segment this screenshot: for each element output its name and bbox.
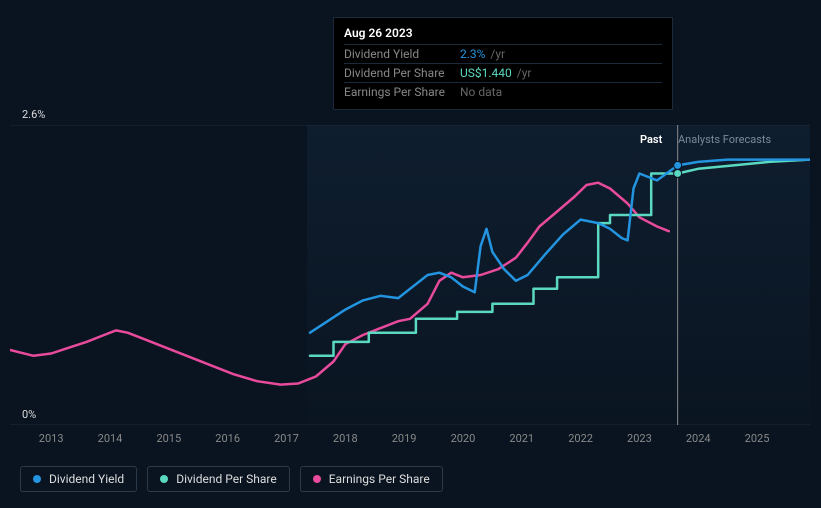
tooltip-row: Dividend Yield 2.3% /yr [344,44,662,63]
x-axis-tick: 2023 [627,432,652,445]
series-marker [674,169,682,177]
tooltip-row-value: 2.3% [460,47,485,61]
x-axis-tick: 2017 [274,432,299,445]
y-axis-max-label: 2.6% [22,108,45,121]
legend-item[interactable]: Earnings Per Share [300,466,443,492]
legend-label: Earnings Per Share [329,472,430,486]
chart-legend: Dividend Yield Dividend Per Share Earnings… [20,466,443,492]
tooltip-row-label: Dividend Per Share [344,66,454,80]
series-marker [674,161,682,169]
x-axis-tick: 2022 [568,432,593,445]
legend-label: Dividend Per Share [176,472,277,486]
tooltip-row-value: US$1.440 [460,66,512,80]
x-axis: 2013 2014 2015 2016 2017 2018 2019 2020 2021 2022… [10,432,810,452]
range-toggle-past[interactable]: Past [640,133,662,146]
tooltip-row-value: No data [460,85,502,99]
legend-item[interactable]: Dividend Per Share [147,466,290,492]
legend-swatch [33,475,41,483]
tooltip-row: Dividend Per Share US$1.440 /yr [344,63,662,82]
x-axis-tick: 2018 [333,432,358,445]
x-axis-tick: 2013 [39,432,64,445]
legend-swatch [160,475,168,483]
x-axis-tick: 2014 [98,432,123,445]
tooltip-row-label: Earnings Per Share [344,85,454,99]
x-axis-tick: 2019 [392,432,417,445]
x-axis-tick: 2020 [451,432,476,445]
tooltip-date: Aug 26 2023 [344,26,662,40]
x-axis-tick: 2021 [509,432,534,445]
x-axis-tick: 2016 [215,432,240,445]
tooltip-row-label: Dividend Yield [344,47,454,61]
chart-plot-area[interactable] [10,125,810,425]
tooltip-row-unit: /yr [487,47,505,61]
legend-label: Dividend Yield [49,472,124,486]
x-axis-tick: 2025 [745,432,770,445]
range-toggle-forecast[interactable]: Analysts Forecasts [678,133,771,146]
x-axis-tick: 2024 [686,432,711,445]
tooltip-row-unit: /yr [514,66,532,80]
legend-item[interactable]: Dividend Yield [20,466,137,492]
chart-tooltip: Aug 26 2023 Dividend Yield2.3% /yrDivide… [333,17,673,110]
legend-swatch [313,475,321,483]
x-axis-tick: 2015 [156,432,181,445]
tooltip-row: Earnings Per Share No data [344,82,662,101]
